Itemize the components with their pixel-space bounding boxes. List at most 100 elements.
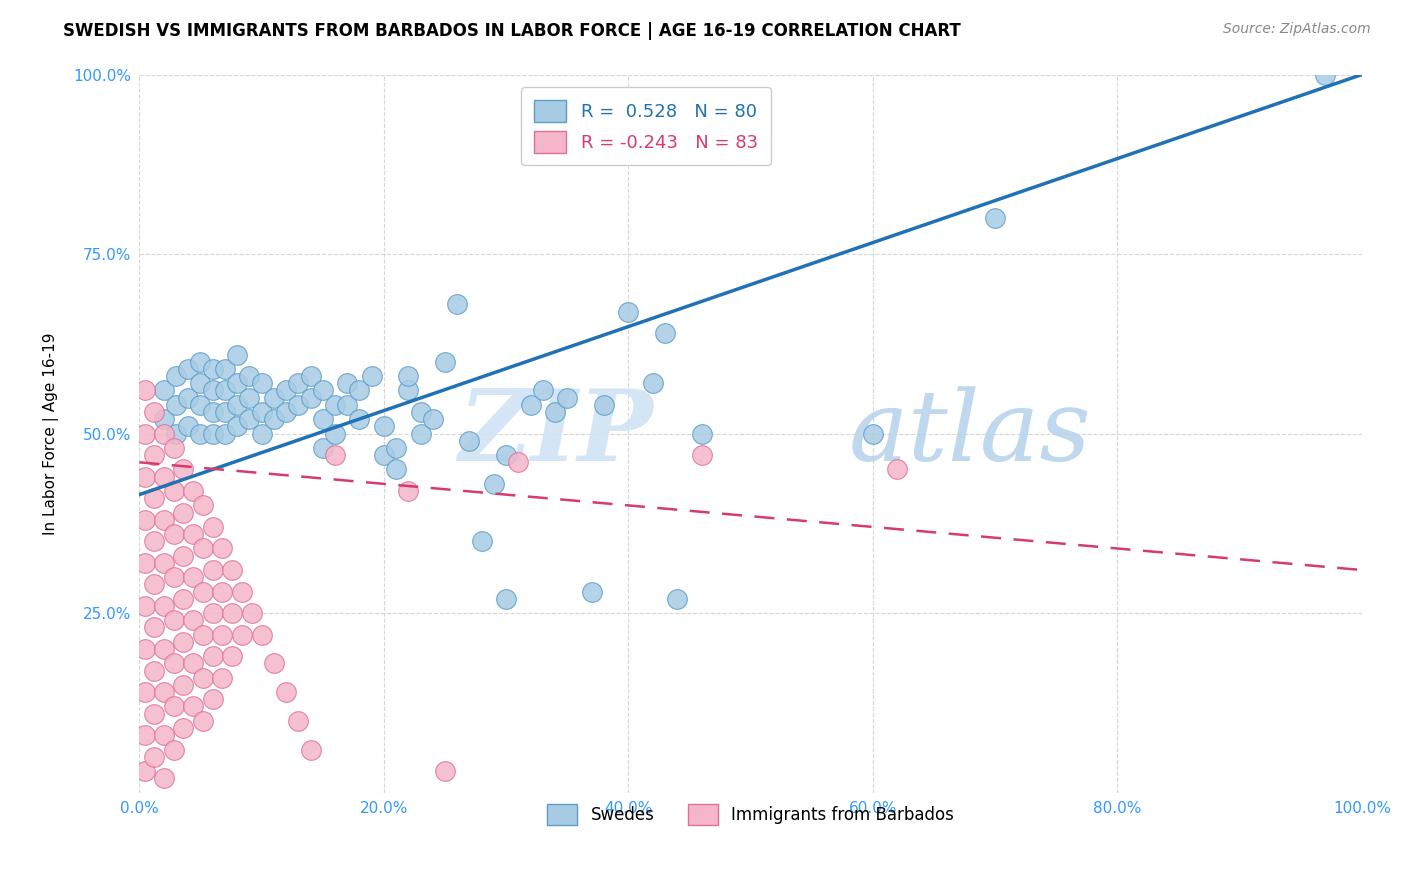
Point bbox=[211, 541, 233, 556]
Point bbox=[201, 426, 224, 441]
Point bbox=[152, 426, 174, 441]
Point bbox=[312, 412, 335, 426]
Point bbox=[396, 384, 419, 398]
Point bbox=[152, 642, 174, 657]
Point bbox=[152, 728, 174, 742]
Text: atlas: atlas bbox=[848, 386, 1091, 482]
Point bbox=[263, 391, 285, 405]
Point bbox=[191, 541, 214, 556]
Point bbox=[190, 398, 212, 412]
Point bbox=[162, 441, 184, 455]
Point bbox=[336, 376, 359, 391]
Point bbox=[134, 728, 156, 742]
Point bbox=[201, 405, 224, 419]
Point bbox=[482, 476, 505, 491]
Point bbox=[508, 455, 530, 469]
Point bbox=[191, 714, 214, 728]
Point bbox=[323, 448, 346, 462]
Point bbox=[323, 426, 346, 441]
Point bbox=[190, 376, 212, 391]
Point bbox=[152, 685, 174, 699]
Point bbox=[250, 628, 273, 642]
Point bbox=[238, 369, 260, 384]
Point bbox=[238, 391, 260, 405]
Point bbox=[191, 499, 214, 513]
Point bbox=[226, 348, 249, 362]
Point bbox=[458, 434, 481, 448]
Point bbox=[165, 398, 187, 412]
Point bbox=[172, 635, 194, 649]
Point bbox=[654, 326, 676, 340]
Point bbox=[409, 426, 432, 441]
Point bbox=[152, 469, 174, 483]
Point bbox=[214, 362, 236, 376]
Point bbox=[191, 584, 214, 599]
Point bbox=[143, 491, 166, 506]
Point bbox=[177, 391, 200, 405]
Point bbox=[181, 699, 204, 714]
Point bbox=[287, 398, 309, 412]
Point bbox=[274, 405, 297, 419]
Point bbox=[446, 297, 468, 311]
Point bbox=[274, 384, 297, 398]
Text: Source: ZipAtlas.com: Source: ZipAtlas.com bbox=[1223, 22, 1371, 37]
Point bbox=[287, 376, 309, 391]
Point bbox=[162, 742, 184, 756]
Point bbox=[221, 563, 243, 577]
Point bbox=[385, 462, 408, 476]
Point bbox=[250, 405, 273, 419]
Point bbox=[323, 398, 346, 412]
Point bbox=[177, 362, 200, 376]
Point bbox=[373, 448, 395, 462]
Point bbox=[134, 469, 156, 483]
Point bbox=[143, 534, 166, 549]
Point bbox=[274, 685, 297, 699]
Point bbox=[152, 384, 174, 398]
Point bbox=[336, 398, 359, 412]
Point bbox=[190, 426, 212, 441]
Point bbox=[143, 706, 166, 721]
Point bbox=[134, 599, 156, 613]
Point bbox=[531, 384, 554, 398]
Point bbox=[172, 591, 194, 606]
Point bbox=[214, 405, 236, 419]
Point bbox=[299, 369, 322, 384]
Point bbox=[172, 678, 194, 692]
Point bbox=[211, 584, 233, 599]
Point bbox=[162, 699, 184, 714]
Point bbox=[134, 556, 156, 570]
Point bbox=[152, 772, 174, 786]
Point bbox=[396, 483, 419, 498]
Point bbox=[385, 441, 408, 455]
Point bbox=[201, 520, 224, 534]
Text: SWEDISH VS IMMIGRANTS FROM BARBADOS IN LABOR FORCE | AGE 16-19 CORRELATION CHART: SWEDISH VS IMMIGRANTS FROM BARBADOS IN L… bbox=[63, 22, 962, 40]
Point bbox=[201, 563, 224, 577]
Point bbox=[434, 764, 457, 778]
Point bbox=[143, 577, 166, 591]
Point bbox=[299, 391, 322, 405]
Point bbox=[519, 398, 541, 412]
Point bbox=[172, 506, 194, 520]
Point bbox=[181, 657, 204, 671]
Point bbox=[134, 384, 156, 398]
Point bbox=[162, 657, 184, 671]
Point bbox=[201, 362, 224, 376]
Point bbox=[226, 376, 249, 391]
Point bbox=[201, 692, 224, 706]
Point bbox=[143, 664, 166, 678]
Point bbox=[191, 628, 214, 642]
Point bbox=[263, 412, 285, 426]
Point bbox=[593, 398, 616, 412]
Point bbox=[862, 426, 884, 441]
Point bbox=[214, 426, 236, 441]
Point bbox=[641, 376, 664, 391]
Point bbox=[238, 412, 260, 426]
Point bbox=[360, 369, 382, 384]
Point bbox=[134, 642, 156, 657]
Point bbox=[312, 441, 335, 455]
Point bbox=[143, 405, 166, 419]
Point bbox=[181, 613, 204, 627]
Point bbox=[226, 398, 249, 412]
Point bbox=[495, 591, 517, 606]
Point bbox=[181, 527, 204, 541]
